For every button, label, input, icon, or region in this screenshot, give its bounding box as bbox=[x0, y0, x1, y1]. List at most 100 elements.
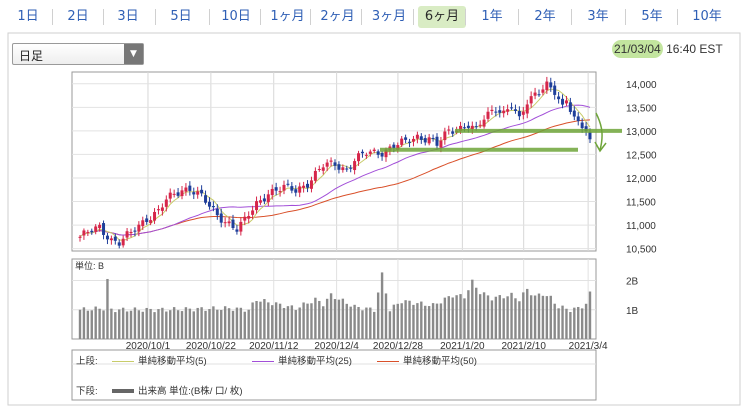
volume-bar bbox=[255, 301, 258, 339]
candle-body bbox=[302, 185, 306, 188]
tab-12[interactable]: 3年 bbox=[587, 9, 609, 24]
tab-3[interactable]: 3日 bbox=[117, 9, 139, 24]
volume-bar bbox=[494, 296, 498, 339]
tab-11[interactable]: 2年 bbox=[534, 9, 556, 24]
candle-body bbox=[227, 221, 231, 224]
tab-7[interactable]: 2ヶ月 bbox=[320, 9, 355, 24]
candle-body bbox=[435, 136, 439, 146]
volume-bar bbox=[298, 307, 301, 339]
candle-body bbox=[474, 126, 478, 128]
volume-bar bbox=[220, 310, 223, 339]
volume-bar bbox=[420, 301, 423, 339]
volume-bar bbox=[490, 300, 494, 339]
volume-bar bbox=[459, 294, 462, 339]
candle-body bbox=[243, 216, 247, 221]
ma25-swatch bbox=[252, 360, 274, 362]
candle-body bbox=[235, 229, 239, 232]
volume-bar bbox=[325, 298, 329, 339]
volume-bar bbox=[380, 272, 384, 339]
candle-body bbox=[459, 125, 463, 131]
chevron-down-icon[interactable]: ▼ bbox=[124, 44, 143, 64]
volume-bar bbox=[208, 309, 211, 339]
x-tick-label: 2020/12/28 bbox=[373, 341, 423, 352]
candle-body bbox=[360, 151, 364, 154]
price-tick-label: 10,500 bbox=[626, 245, 657, 256]
candle-body bbox=[408, 141, 412, 143]
tab-1[interactable]: 1日 bbox=[17, 9, 39, 24]
candle-body bbox=[364, 154, 368, 156]
candle-body bbox=[423, 138, 427, 143]
volume-bar bbox=[110, 308, 113, 339]
tab-separator bbox=[625, 9, 626, 25]
candle-body bbox=[90, 230, 94, 233]
volume-bar bbox=[251, 302, 254, 339]
candle-body bbox=[298, 186, 302, 193]
volume-bar bbox=[416, 303, 419, 339]
interval-select[interactable]: 日足 ▼ bbox=[12, 43, 144, 65]
candle-body bbox=[400, 138, 404, 145]
candle-body bbox=[431, 137, 435, 139]
legend-ma50-label: 単純移動平均(50) bbox=[403, 356, 477, 367]
tab-separator bbox=[518, 9, 519, 25]
volume-bar bbox=[510, 292, 513, 339]
volume-bar bbox=[137, 310, 141, 339]
volume-tick-label: 1B bbox=[626, 306, 639, 317]
x-tick-label: 2020/10/22 bbox=[186, 341, 236, 352]
timestamp-date: 21/03/04 bbox=[612, 40, 663, 58]
volume-bar bbox=[90, 310, 93, 339]
candle-body bbox=[462, 127, 466, 129]
candle-body bbox=[109, 238, 113, 241]
tab-separator bbox=[677, 9, 678, 25]
candle-body bbox=[204, 195, 208, 203]
volume-bar bbox=[259, 301, 262, 339]
volume-bar bbox=[310, 303, 313, 339]
candle-body bbox=[211, 206, 215, 208]
volume-bar bbox=[577, 306, 580, 339]
x-tick-label: 2020/12/4 bbox=[314, 341, 359, 352]
candle-body bbox=[262, 198, 266, 202]
candle-body bbox=[572, 110, 576, 117]
candle-body bbox=[396, 145, 400, 150]
tab-6[interactable]: 1ヶ月 bbox=[270, 9, 305, 24]
volume-bar bbox=[223, 306, 227, 339]
candle-body bbox=[521, 111, 525, 115]
candle-body bbox=[180, 190, 184, 197]
tab-13[interactable]: 5年 bbox=[641, 9, 663, 24]
volume-bar bbox=[94, 306, 97, 339]
candle-body bbox=[494, 111, 498, 113]
timeframe-tabs: 1日 2日 3日 5日 10日 1ヶ月 2ヶ月 3ヶ月 6ヶ月 1年 2年 3年 5年 10年 bbox=[0, 0, 749, 34]
candle-body bbox=[486, 111, 490, 119]
tab-10[interactable]: 1年 bbox=[481, 9, 503, 24]
volume-bar bbox=[102, 310, 105, 339]
candle-body bbox=[176, 192, 180, 196]
candle-body bbox=[490, 109, 494, 111]
volume-bar bbox=[318, 300, 321, 339]
candle-body bbox=[196, 191, 200, 195]
volume-bar bbox=[353, 304, 356, 339]
volume-bar bbox=[573, 307, 576, 339]
volume-unit-label: 単位: B bbox=[75, 260, 104, 271]
volume-bar bbox=[478, 294, 482, 339]
volume-bar bbox=[231, 310, 235, 339]
tab-8[interactable]: 3ヶ月 bbox=[371, 9, 407, 24]
candle-body bbox=[286, 183, 290, 185]
trend-arrow-annotation bbox=[595, 112, 603, 151]
tab-9[interactable]: 6ヶ月 bbox=[418, 6, 466, 28]
tab-4[interactable]: 5日 bbox=[170, 9, 192, 24]
candle-body bbox=[568, 102, 572, 112]
tab-14[interactable]: 10年 bbox=[692, 9, 722, 24]
volume-bar bbox=[271, 305, 274, 339]
tab-separator bbox=[209, 9, 210, 25]
volume-bar bbox=[502, 298, 505, 339]
price-tick-label: 11,500 bbox=[626, 198, 656, 209]
volume-bar bbox=[145, 307, 148, 339]
volume-bar bbox=[114, 312, 117, 339]
tab-5[interactable]: 10日 bbox=[221, 9, 251, 24]
candle-body bbox=[156, 209, 160, 211]
candle-body bbox=[231, 219, 235, 228]
candle-body bbox=[168, 192, 172, 199]
candle-body bbox=[160, 207, 164, 211]
tab-2[interactable]: 2日 bbox=[67, 9, 89, 24]
legend-ma25: 単純移動平均(25) bbox=[252, 353, 352, 367]
candle-body bbox=[353, 161, 357, 171]
